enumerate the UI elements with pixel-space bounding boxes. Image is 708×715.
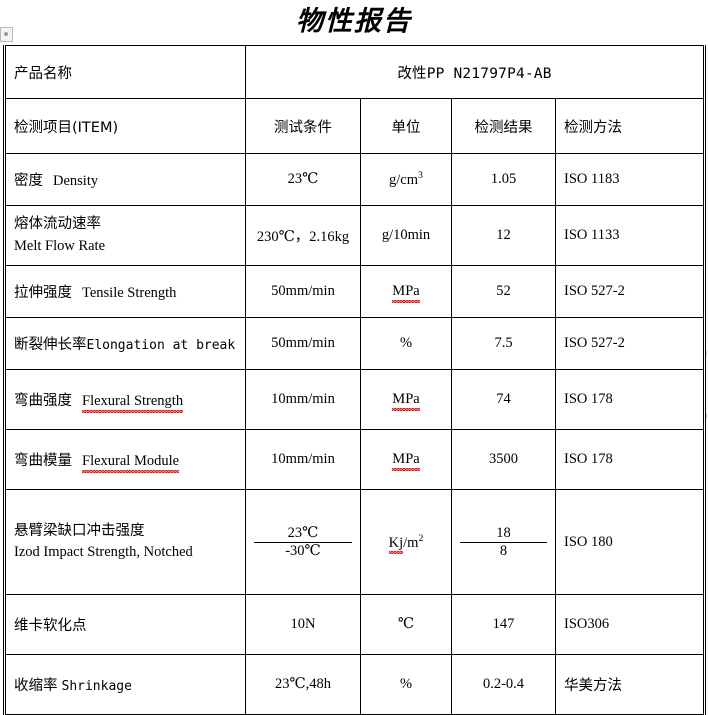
table-row-izod: 悬臂梁缺口冲击强度 Izod Impact Strength, Notched …: [4, 489, 706, 595]
row-method: ISO 178: [554, 429, 706, 490]
row-result: 3500: [451, 429, 556, 490]
result-top: 18: [460, 525, 547, 543]
item-label-cn: 熔体流动速率: [14, 216, 101, 233]
row-method: ISO 1183: [554, 153, 706, 206]
item-label-cn: 弯曲强度: [14, 393, 72, 409]
table-row-product: 产品名称 改性PP N21797P4-AB: [4, 45, 706, 99]
unit-text-misspelled: Kj/m2: [388, 532, 424, 555]
row-unit: %: [360, 654, 452, 715]
row-method: 华美方法: [554, 654, 706, 715]
item-label-en: Shrinkage: [61, 679, 132, 694]
row-unit: MPa: [360, 429, 452, 490]
item-label-en: Izod Impact Strength, Notched: [14, 544, 193, 560]
row-method: ISO 178: [554, 369, 706, 430]
row-method: ISO306: [554, 594, 706, 655]
row-result: 1.05: [451, 153, 556, 206]
row-condition: 50mm/min: [245, 317, 361, 370]
row-item-flexural-module: 弯曲模量 Flexural Module: [4, 429, 246, 490]
row-item-izod: 悬臂梁缺口冲击强度 Izod Impact Strength, Notched: [4, 489, 246, 595]
unit-text-misspelled: MPa: [392, 283, 421, 303]
table-row: 维卡软化点 10N ℃ 147 ISO306: [4, 594, 706, 655]
row-result-split: 18 8: [451, 489, 556, 595]
item-label-en-misspelled: Flexural Module: [82, 453, 180, 473]
document-page: 物性报告 产品名称 改性PP N21797P4-AB 检测项目(ITEM) 测试…: [0, 6, 708, 715]
item-label-en: Melt Flow Rate: [14, 237, 106, 254]
item-label-en: Density: [53, 173, 99, 189]
page-title: 物性报告: [296, 6, 412, 37]
row-condition: 23℃,48h: [245, 654, 361, 715]
property-report-table: 产品名称 改性PP N21797P4-AB 检测项目(ITEM) 测试条件 单位…: [3, 45, 707, 715]
item-label-cn: 维卡软化点: [14, 618, 87, 634]
column-header-condition: 测试条件: [245, 98, 361, 154]
row-method: ISO 527-2: [554, 317, 706, 370]
row-item-density: 密度 Density: [4, 153, 246, 206]
row-item-elongation: 断裂伸长率Elongation at break: [4, 317, 246, 370]
unit-superscript: 2: [418, 532, 424, 544]
column-header-method: 检测方法: [554, 98, 706, 154]
row-condition: 230℃，2.16kg: [245, 205, 361, 266]
row-method: ISO 180: [554, 489, 706, 595]
item-label-cn: 弯曲模量: [14, 453, 72, 469]
result-bottom: 8: [499, 542, 508, 559]
report-table-wrapper: 产品名称 改性PP N21797P4-AB 检测项目(ITEM) 测试条件 单位…: [3, 45, 707, 715]
row-result: 147: [451, 594, 556, 655]
condition-top: 23℃: [254, 525, 352, 543]
unit-text-misspelled: MPa: [392, 391, 421, 411]
column-header-result: 检测结果: [451, 98, 556, 154]
item-label-en: Tensile Strength: [82, 285, 177, 301]
table-header-row: 检测项目(ITEM) 测试条件 单位 检测结果 检测方法: [4, 98, 706, 154]
column-header-unit: 单位: [360, 98, 452, 154]
item-label-cn: 密度: [14, 173, 43, 189]
row-result: 0.2-0.4: [451, 654, 556, 715]
row-condition: 50mm/min: [245, 265, 361, 318]
item-label-cn: 拉伸强度: [14, 285, 72, 301]
item-label-en: Elongation at break: [86, 338, 236, 353]
row-method: ISO 1133: [554, 205, 706, 266]
unit-text-misspelled: MPa: [392, 451, 421, 471]
condition-bottom: -30℃: [285, 542, 321, 559]
table-row: 断裂伸长率Elongation at break 50mm/min % 7.5 …: [4, 317, 706, 370]
row-unit: %: [360, 317, 452, 370]
row-item-flexural-strength: 弯曲强度 Flexural Strength: [4, 369, 246, 430]
unit-superscript: 3: [418, 170, 423, 182]
row-unit: ℃: [360, 594, 452, 655]
row-item-vicat: 维卡软化点: [4, 594, 246, 655]
item-label-cn: 悬臂梁缺口冲击强度: [14, 522, 145, 539]
row-unit: MPa: [360, 265, 452, 318]
row-result: 12: [451, 205, 556, 266]
table-row: 收缩率 Shrinkage 23℃,48h % 0.2-0.4 华美方法: [4, 654, 706, 715]
row-condition: 10mm/min: [245, 429, 361, 490]
row-result: 7.5: [451, 317, 556, 370]
margin-marker-handle[interactable]: [0, 27, 13, 42]
table-row: 弯曲模量 Flexural Module 10mm/min MPa 3500 IS…: [4, 429, 706, 490]
row-result: 74: [451, 369, 556, 430]
column-header-item: 检测项目(ITEM): [4, 98, 246, 154]
row-unit: g/10min: [360, 205, 452, 266]
table-row: 弯曲强度 Flexural Strength 10mm/min MPa 74 IS…: [4, 369, 706, 430]
row-item-melt-flow-rate: 熔体流动速率 Melt Flow Rate: [4, 205, 246, 266]
table-row: 密度 Density 23℃ g/cm3 1.05 ISO 1183: [4, 153, 706, 206]
row-item-shrinkage: 收缩率 Shrinkage: [4, 654, 246, 715]
product-name-value: 改性PP N21797P4-AB: [244, 45, 706, 99]
table-row: 熔体流动速率 Melt Flow Rate 230℃，2.16kg g/10mi…: [4, 205, 706, 266]
unit-text: Kj/m: [388, 534, 419, 551]
row-result: 52: [451, 265, 556, 318]
item-label-en-misspelled: Flexural Strength: [82, 393, 184, 413]
row-condition: 23℃: [245, 153, 361, 206]
row-unit: MPa: [360, 369, 452, 430]
row-method: ISO 527-2: [554, 265, 706, 318]
table-row: 拉伸强度 Tensile Strength 50mm/min MPa 52 ISO…: [4, 265, 706, 318]
unit-text: g/cm: [389, 171, 419, 188]
product-name-label: 产品名称: [4, 45, 246, 99]
item-label-cn: 收缩率: [14, 678, 58, 694]
row-condition-split: 23℃ -30℃: [245, 489, 361, 595]
row-condition: 10N: [245, 594, 361, 655]
item-label-cn: 断裂伸长率: [14, 337, 87, 353]
row-condition: 10mm/min: [245, 369, 361, 430]
row-item-tensile-strength: 拉伸强度 Tensile Strength: [4, 265, 246, 318]
row-unit: Kj/m2: [360, 489, 452, 595]
row-unit: g/cm3: [360, 153, 452, 206]
